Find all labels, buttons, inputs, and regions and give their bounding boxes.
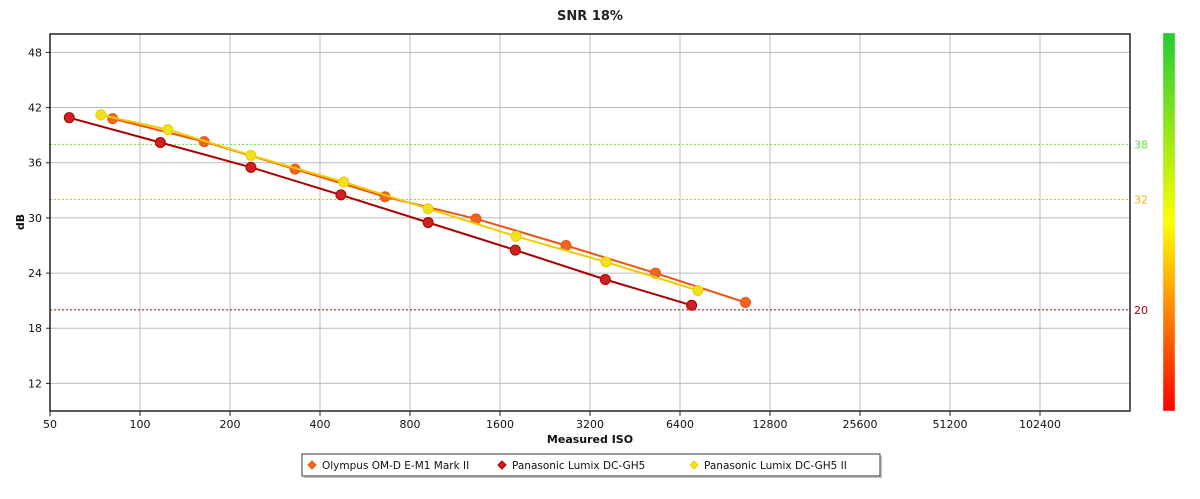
color-scale-bar: [1162, 32, 1176, 412]
data-point: [335, 189, 347, 201]
x-tick-label: 100: [130, 418, 151, 431]
x-tick-label: 1600: [486, 418, 514, 431]
data-point: [740, 296, 752, 308]
y-tick-label: 30: [28, 212, 42, 225]
y-tick-label: 42: [28, 102, 42, 115]
data-point: [422, 203, 434, 215]
legend-label: Panasonic Lumix DC-GH5: [512, 460, 645, 472]
legend-marker: [497, 460, 507, 470]
x-tick-label: 800: [400, 418, 421, 431]
reference-label: 32: [1134, 194, 1148, 207]
x-axis-ticks: 50 100 200 400 800 1600 3200 6400 12800 25600 5120…: [43, 411, 1061, 431]
data-point: [95, 109, 107, 121]
y-tick-label: 24: [28, 267, 42, 280]
legend-marker: [689, 460, 699, 470]
series-line: [100, 113, 699, 292]
data-point: [692, 285, 704, 297]
y-tick-label: 48: [28, 46, 42, 59]
x-tick-label: 25600: [843, 418, 878, 431]
series-group: [63, 112, 698, 311]
legend-label: Panasonic Lumix DC-GH5 II: [704, 460, 847, 472]
x-tick-label: 400: [310, 418, 331, 431]
x-tick-label: 3200: [576, 418, 604, 431]
x-tick-label: 200: [220, 418, 241, 431]
data-point: [154, 137, 166, 149]
x-tick-label: 6400: [666, 418, 694, 431]
data-point: [686, 299, 698, 311]
x-tick-label: 51200: [933, 418, 968, 431]
data-point: [422, 217, 434, 228]
series-group: [95, 109, 704, 297]
legend: Olympus OM-D E-M1 Mark II Panasonic Lumix…: [301, 453, 882, 478]
grid-layer: [50, 34, 1130, 411]
y-tick-label: 18: [28, 322, 42, 335]
y-axis-ticks: 12 18 24 30 36 42 48: [28, 46, 50, 390]
reference-label: 38: [1134, 138, 1148, 151]
y-tick-label: 12: [28, 377, 42, 390]
series-layer: [63, 109, 752, 311]
x-tick-label: 102400: [1019, 418, 1061, 431]
data-point: [162, 124, 174, 136]
data-point: [510, 230, 522, 242]
series-line: [69, 116, 692, 307]
chart-title: SNR 18%: [557, 9, 623, 24]
x-axis-title: Measured ISO: [547, 433, 633, 446]
x-tick-label: 50: [43, 418, 57, 431]
data-point: [599, 274, 611, 286]
legend-label: Olympus OM-D E-M1 Mark II: [322, 460, 469, 472]
y-axis-title: dB: [14, 214, 27, 230]
data-point: [245, 149, 257, 161]
reference-lines: 38 32 20: [50, 138, 1148, 317]
legend-marker: [307, 460, 317, 470]
reference-label: 20: [1134, 304, 1148, 317]
data-point: [338, 176, 350, 188]
x-tick-label: 12800: [753, 418, 788, 431]
data-point: [509, 244, 521, 256]
y-tick-label: 36: [28, 157, 42, 170]
data-point: [600, 256, 612, 268]
data-point: [245, 161, 257, 173]
data-point: [63, 112, 75, 124]
